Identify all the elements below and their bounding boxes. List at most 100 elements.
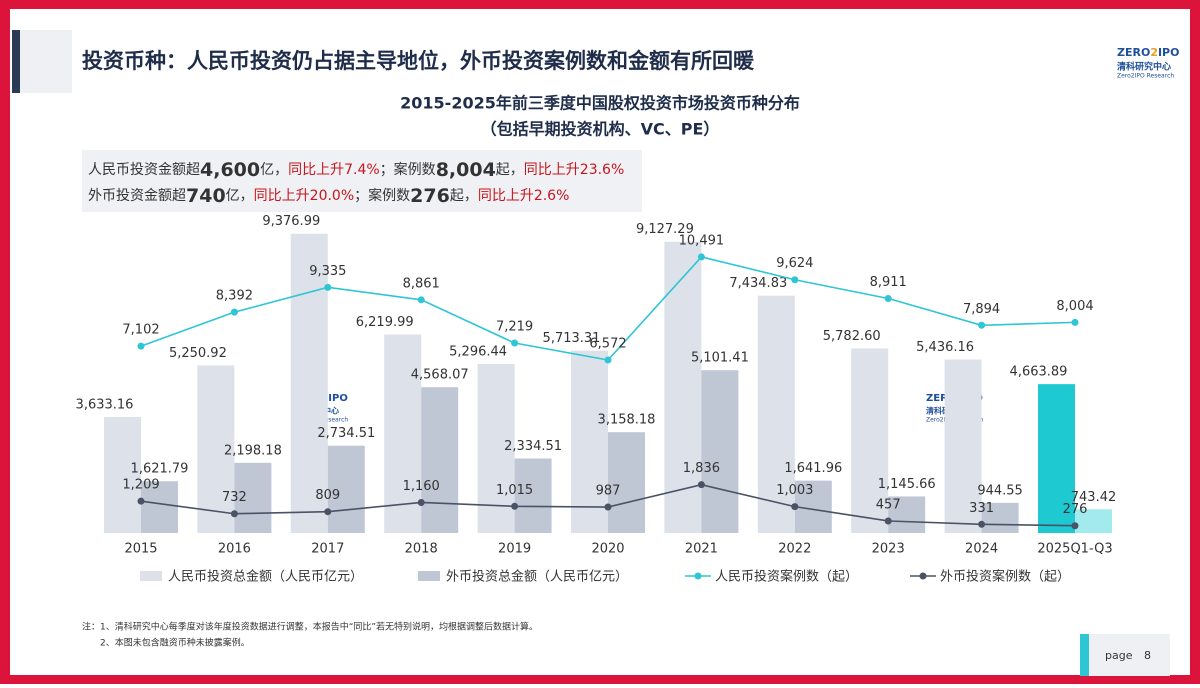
page-title: 投资币种：人民币投资仍占据主导地位，外币投资案例数和金额有所回暖	[82, 49, 755, 73]
bar	[888, 496, 926, 533]
data-label: 1,621.79	[131, 462, 189, 477]
title-accent	[12, 30, 20, 93]
data-label: 732	[222, 490, 247, 505]
bar	[290, 233, 328, 533]
data-label: 7,434.83	[729, 276, 787, 291]
data-label: 2,334.51	[504, 439, 562, 454]
marker	[978, 520, 986, 528]
data-label: 9,376.99	[262, 214, 320, 229]
data-label: 5,713.31	[543, 331, 601, 346]
marker	[697, 253, 705, 261]
summary-segment: 亿，	[260, 162, 288, 178]
logo: ZERO2IPO 清科研究中心 Zero2IPO Research	[1117, 46, 1179, 80]
data-label: 1,160	[403, 479, 440, 494]
data-label: 3,158.18	[598, 413, 656, 428]
marker	[604, 356, 612, 364]
summary-segment: 人民币投资金额超	[88, 162, 200, 178]
wm-right: IPO	[328, 393, 348, 404]
data-label: 743.42	[1071, 490, 1117, 505]
summary-segment: 同比上升2.6%	[478, 188, 570, 204]
data-label: 10,491	[679, 233, 725, 248]
bar	[327, 445, 365, 533]
data-label: 8,911	[870, 275, 907, 290]
marker	[230, 510, 238, 518]
bar	[571, 350, 608, 533]
bar	[701, 370, 739, 533]
data-label: 5,250.92	[169, 346, 227, 361]
title-band	[20, 30, 72, 93]
data-label: 3,633.16	[76, 398, 134, 413]
data-label: 5,101.41	[691, 351, 749, 366]
data-label: 6,572	[589, 337, 626, 352]
data-label: 1,003	[776, 483, 813, 498]
marker	[324, 508, 332, 516]
data-label: 4,663.89	[1010, 365, 1068, 380]
data-label: 9,335	[309, 264, 346, 279]
marker	[697, 481, 705, 489]
bar	[234, 462, 272, 533]
bar	[514, 458, 552, 533]
data-label: 331	[969, 501, 994, 516]
data-label: 2,734.51	[317, 426, 375, 441]
marker	[1071, 522, 1079, 530]
note: 注：1、清科研究中心每季度对该年度投资数据进行调整，本报告中“同比”若无特别说明…	[82, 621, 538, 633]
logo-name: 清科研究中心	[1117, 61, 1171, 73]
page-box	[1080, 634, 1170, 676]
legend-label: 人民币投资总金额（人民币亿元）	[168, 569, 363, 585]
data-label: 1,015	[496, 483, 533, 498]
summary-segment: ；案例数	[354, 187, 410, 204]
data-label: 9,624	[776, 256, 813, 271]
x-tick-label: 2018	[405, 542, 438, 557]
data-label: 5,436.16	[916, 340, 974, 355]
data-label: 987	[596, 484, 621, 499]
x-tick-label: 2025Q1-Q3	[1037, 542, 1112, 557]
marker	[1071, 318, 1079, 326]
wm-left: ZERO	[926, 393, 956, 404]
chart-subtitle: （包括早期投资机构、VC、PE）	[481, 120, 720, 139]
marker	[604, 503, 612, 511]
marker	[417, 498, 425, 506]
marker	[884, 295, 892, 302]
legend-label: 外币投资案例数（起）	[940, 569, 1070, 585]
data-label: 1,209	[122, 478, 159, 493]
bar	[944, 359, 982, 533]
marker	[978, 321, 986, 329]
legend-label: 人民币投资案例数（起）	[715, 569, 858, 585]
summary-segment: 起，	[496, 162, 524, 178]
legend-swatch	[694, 572, 702, 580]
summary-segment: 同比上升7.4%	[288, 162, 380, 178]
bar	[1075, 509, 1112, 533]
marker	[230, 308, 238, 316]
summary-line: 外币投资金额超740亿，同比上升20.0%；案例数276起，同比上升2.6%	[88, 185, 569, 207]
bar	[384, 334, 422, 533]
page-accent	[1080, 634, 1089, 676]
summary-segment: 276	[410, 185, 450, 207]
data-label: 5,296.44	[449, 344, 507, 359]
x-tick-label: 2021	[685, 542, 718, 557]
summary-segment: ；案例数	[380, 161, 436, 178]
legend-swatch	[418, 571, 440, 581]
data-label: 457	[876, 497, 901, 512]
legend-swatch	[919, 572, 927, 580]
data-label: 8,392	[216, 289, 253, 304]
data-label: 4,568.07	[411, 368, 469, 383]
data-label: 2,198.18	[224, 443, 282, 458]
summary-line: 人民币投资金额超4,600亿，同比上升7.4%；案例数8,004起，同比上升23…	[88, 159, 624, 181]
logo-num: 2	[1150, 46, 1158, 59]
summary-segment: 起，	[450, 188, 478, 204]
x-tick-label: 2024	[965, 542, 998, 557]
page-label: page	[1105, 649, 1133, 662]
bar	[421, 387, 459, 533]
marker	[417, 296, 425, 304]
marker	[791, 503, 799, 511]
data-label: 9,127.29	[636, 222, 694, 237]
x-tick-label: 2015	[124, 542, 157, 557]
x-tick-label: 2017	[311, 542, 344, 557]
summary-segment: 同比上升23.6%	[524, 162, 624, 178]
logo-brand: ZERO2IPO	[1117, 46, 1179, 59]
x-tick-label: 2023	[872, 542, 905, 557]
canvas	[10, 9, 1190, 675]
summary-segment: 740	[186, 185, 226, 207]
